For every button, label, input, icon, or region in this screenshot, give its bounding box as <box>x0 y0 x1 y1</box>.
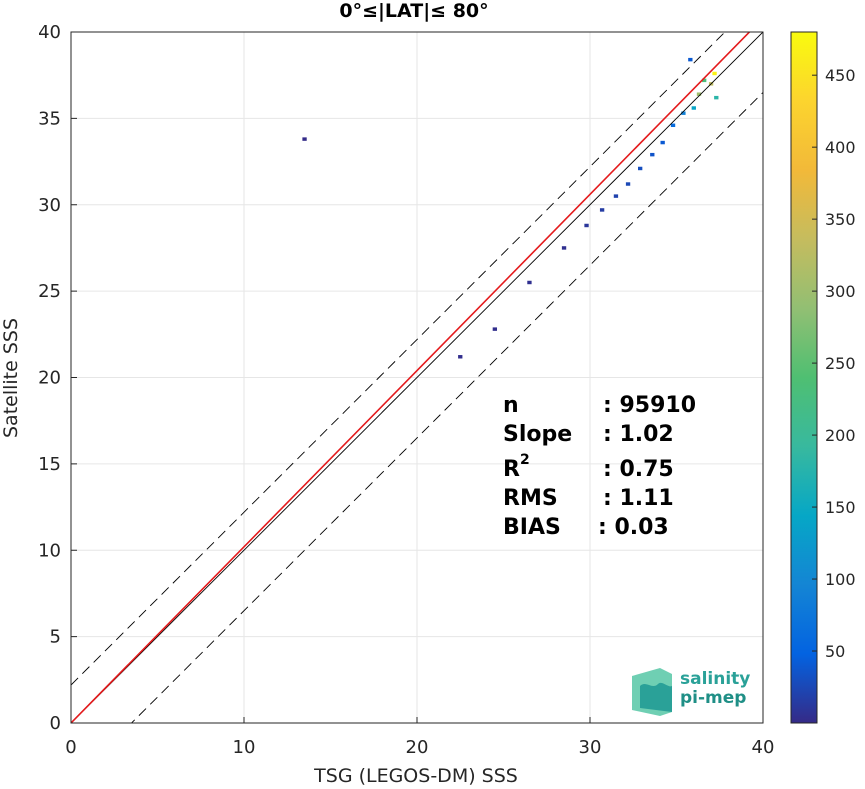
stat-bias-label: BIAS <box>503 515 561 540</box>
colorbar-tick-label: 100 <box>825 570 856 589</box>
y-tick-label: 30 <box>38 195 61 216</box>
density-cell <box>660 140 665 145</box>
logo-wave-front <box>640 682 672 712</box>
colorbar-tick-label: 350 <box>825 210 856 229</box>
density-cell <box>561 246 567 250</box>
stat-slope-label: Slope <box>503 422 572 447</box>
colorbar-ticks: 50 100 150 200 250 300 350 400 450 <box>812 66 856 661</box>
stat-r2-label: R <box>503 457 520 482</box>
colorbar-frame <box>790 31 818 724</box>
density-cell <box>691 106 696 110</box>
density-cell <box>650 152 655 157</box>
stat-rms-value: : 1.11 <box>603 486 674 511</box>
y-tick-label: 0 <box>50 713 61 734</box>
density-cell <box>702 78 707 83</box>
colorbar-tick-label: 250 <box>825 354 856 373</box>
stat-bias-value: : 0.03 <box>598 515 669 540</box>
colorbar-tick-label: 450 <box>825 66 856 85</box>
y-axis-label: Satellite SSS <box>0 318 22 438</box>
reference-line-upper <box>71 32 726 686</box>
density-cell <box>458 355 463 359</box>
y-tick-label: 25 <box>38 281 61 302</box>
density-cell <box>714 95 719 100</box>
stat-r2-value: : 0.75 <box>603 457 674 482</box>
colorbar <box>791 32 817 723</box>
colorbar-tick-label: 50 <box>825 642 845 661</box>
y-tick-label: 5 <box>50 627 61 648</box>
reference-line-1to1 <box>71 32 763 723</box>
density-cell <box>599 208 605 212</box>
density-cell <box>712 71 717 76</box>
ticks: 0 10 20 30 40 0 5 10 15 20 25 30 35 40 <box>38 22 774 758</box>
y-tick-label: 15 <box>38 454 61 475</box>
reference-lines <box>71 32 763 723</box>
stat-rms-label: RMS <box>503 486 558 511</box>
logo-text-line2: pi-mep <box>680 688 746 708</box>
y-tick-label: 40 <box>38 22 61 43</box>
y-tick-label: 10 <box>38 540 61 561</box>
density-cell <box>638 166 643 171</box>
stat-slope-value: : 1.02 <box>603 422 674 447</box>
stat-n-label: n <box>503 393 519 418</box>
density-cell <box>681 111 686 115</box>
density-cell <box>302 137 307 141</box>
density-cell <box>625 182 631 186</box>
x-tick-label: 0 <box>65 737 76 758</box>
salinity-pi-mep-logo: salinity pi-mep <box>632 668 750 716</box>
colorbar-tick-label: 200 <box>825 426 856 445</box>
density-cell <box>670 123 676 128</box>
x-tick-label: 10 <box>233 737 256 758</box>
stat-r2-superscript: 2 <box>520 452 530 468</box>
density-cell <box>696 92 702 96</box>
y-tick-label: 20 <box>38 368 61 389</box>
colorbar-tick-label: 150 <box>825 498 856 517</box>
logo-text-line1: salinity <box>680 669 750 689</box>
density-cell <box>584 223 589 228</box>
statistics-box: n : 95910 Slope : 1.02 R 2 : 0.75 RMS : … <box>503 393 696 540</box>
x-tick-label: 40 <box>752 737 775 758</box>
chart-title: 0°≤|LAT|≤ 80° <box>339 0 488 22</box>
density-cell <box>613 194 619 198</box>
density-cell <box>688 57 693 62</box>
density-cell <box>527 280 532 285</box>
reference-line-lower <box>130 92 763 723</box>
y-tick-label: 35 <box>38 108 61 129</box>
x-axis-label: TSG (LEGOS-DM) SSS <box>313 765 518 787</box>
colorbar-tick-label: 300 <box>825 282 856 301</box>
reference-line-fit <box>71 32 751 723</box>
density-cell <box>492 327 498 331</box>
stat-n-value: : 95910 <box>603 393 696 418</box>
colorbar-tick-label: 400 <box>825 138 856 157</box>
x-tick-label: 20 <box>406 737 429 758</box>
x-tick-label: 30 <box>579 737 602 758</box>
